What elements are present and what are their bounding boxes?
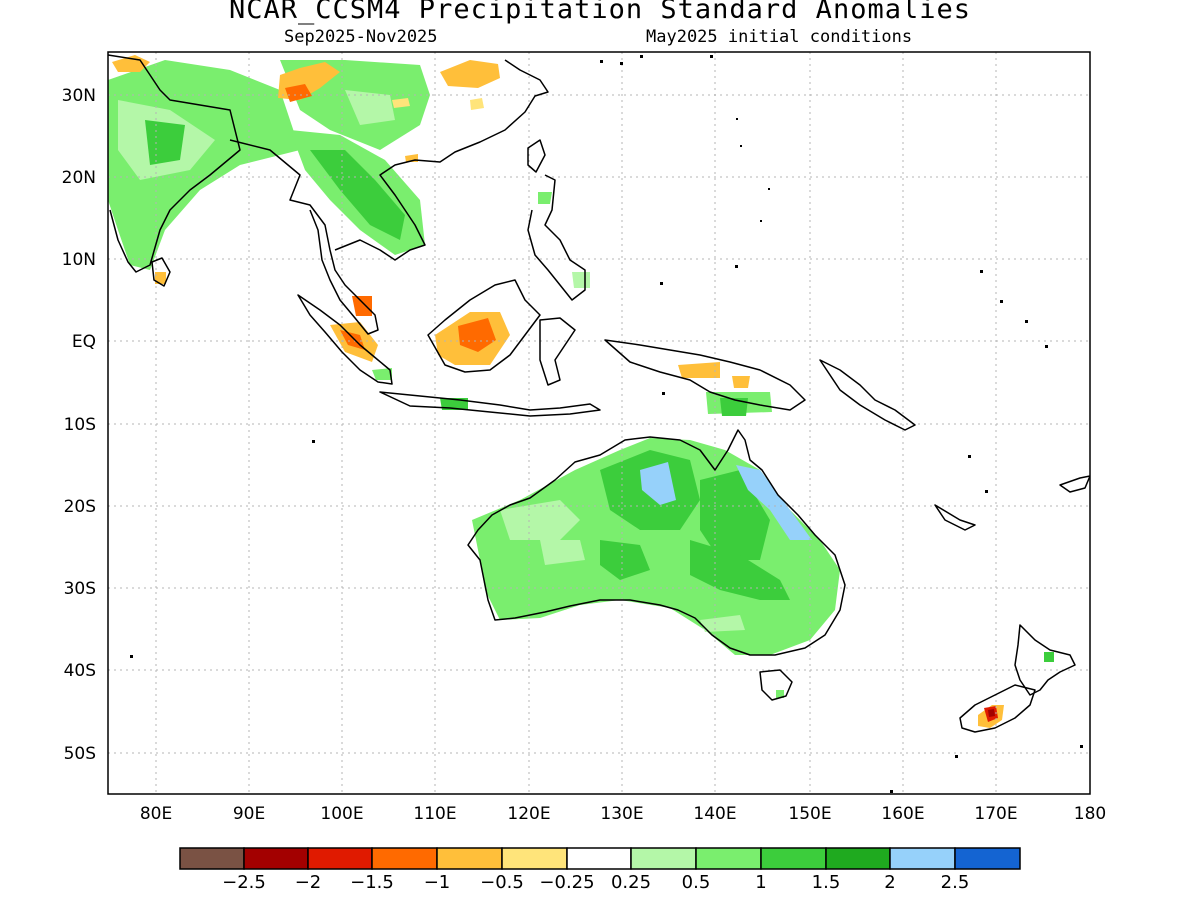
latitude-axis: 30N 20N 10N EQ 10S 20S 30S 40S 50S bbox=[62, 86, 96, 764]
colorbar-label: 0.5 bbox=[682, 872, 711, 893]
lon-label: 110E bbox=[413, 804, 456, 824]
lat-label: 40S bbox=[64, 661, 96, 681]
lat-label: 20S bbox=[64, 497, 96, 517]
lon-label: 180 bbox=[1074, 804, 1106, 824]
colorbar-swatch bbox=[307, 847, 373, 870]
colorbar-label: 0.25 bbox=[611, 872, 651, 893]
colorbar-label: −0.25 bbox=[539, 872, 594, 893]
colorbar-label: −2.5 bbox=[222, 872, 266, 893]
colorbar-swatch bbox=[243, 847, 309, 870]
colorbar-label: −2 bbox=[295, 872, 322, 893]
colorbar-swatch bbox=[825, 847, 891, 870]
lon-label: 90E bbox=[233, 804, 265, 824]
colorbar-label: 1 bbox=[755, 872, 766, 893]
coastlines bbox=[108, 54, 1090, 733]
colorbar: −2.5 −2 −1.5 −1 −0.5 −0.25 0.25 0.5 1 1.… bbox=[179, 847, 1021, 893]
gridlines bbox=[108, 52, 1090, 794]
map-title: NCAR_CCSM4 Precipitation Standard Anomal… bbox=[229, 0, 971, 25]
lat-label: 20N bbox=[62, 168, 96, 188]
initial-conditions: May2025 initial conditions bbox=[646, 27, 913, 47]
colorbar-swatch bbox=[695, 847, 762, 870]
lon-label: 120E bbox=[507, 804, 550, 824]
lon-label: 160E bbox=[881, 804, 924, 824]
colorbar-label: 1.5 bbox=[812, 872, 841, 893]
colorbar-swatch bbox=[179, 847, 245, 870]
colorbar-swatch bbox=[954, 847, 1021, 870]
colorbar-swatch bbox=[760, 847, 827, 870]
colorbar-label: −1 bbox=[424, 872, 451, 893]
colorbar-swatch bbox=[436, 847, 503, 870]
colorbar-swatch bbox=[889, 847, 956, 870]
longitude-axis: 80E 90E 100E 110E 120E 130E 140E 150E 16… bbox=[140, 804, 1106, 824]
lat-label: 30N bbox=[62, 86, 96, 106]
forecast-period: Sep2025-Nov2025 bbox=[284, 27, 438, 47]
map-canvas bbox=[108, 52, 1090, 794]
colorbar-label: −0.5 bbox=[480, 872, 524, 893]
colorbar-swatch bbox=[566, 847, 632, 870]
lon-label: 140E bbox=[693, 804, 736, 824]
colorbar-label: 2.5 bbox=[941, 872, 970, 893]
lon-label: 170E bbox=[974, 804, 1017, 824]
lat-label: 10S bbox=[64, 415, 96, 435]
islands bbox=[130, 55, 1083, 793]
map-frame bbox=[107, 51, 1091, 795]
lat-label: EQ bbox=[72, 332, 96, 352]
colorbar-label: −1.5 bbox=[350, 872, 394, 893]
lon-label: 150E bbox=[788, 804, 831, 824]
colorbar-swatch bbox=[371, 847, 438, 870]
colorbar-swatch bbox=[501, 847, 568, 870]
lat-label: 50S bbox=[64, 744, 96, 764]
lon-label: 80E bbox=[140, 804, 172, 824]
anomaly-shading bbox=[108, 55, 1054, 728]
colorbar-label: 2 bbox=[884, 872, 895, 893]
lon-label: 130E bbox=[600, 804, 643, 824]
lon-label: 100E bbox=[320, 804, 363, 824]
colorbar-swatch bbox=[630, 847, 697, 870]
lat-label: 30S bbox=[64, 579, 96, 599]
lat-label: 10N bbox=[62, 250, 96, 270]
